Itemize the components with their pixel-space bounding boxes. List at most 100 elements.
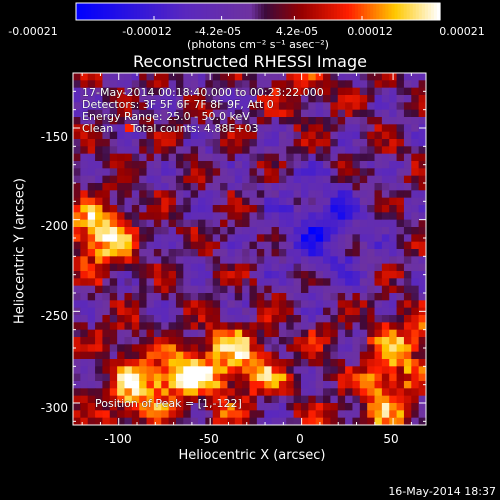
heatmap-cell [278, 146, 287, 155]
heatmap-cell [256, 293, 265, 301]
heatmap-cell [396, 183, 405, 191]
heatmap-cell [381, 95, 390, 103]
heatmap-cell [337, 417, 346, 426]
heatmap-cell [264, 168, 273, 177]
heatmap-cell [131, 417, 140, 426]
heatmap-cell [396, 403, 405, 411]
heatmap-cell [183, 153, 192, 162]
heatmap-cell [124, 161, 133, 169]
heatmap-cell [242, 263, 250, 272]
heatmap-cell [359, 329, 368, 338]
heatmap-cell [168, 153, 177, 162]
colorbar-segment [270, 3, 274, 20]
heatmap-cell [95, 293, 103, 301]
heatmap-cell [139, 73, 148, 81]
heatmap-cell [183, 190, 192, 199]
heatmap-cell [212, 410, 221, 419]
heatmap-cell [146, 73, 155, 81]
heatmap-cell [220, 102, 228, 111]
heatmap-cell [286, 227, 295, 235]
heatmap-cell [109, 329, 118, 338]
colorbar-segment [336, 3, 341, 20]
heatmap-cell [212, 117, 221, 125]
heatmap-cell [264, 329, 273, 338]
heatmap-cell [161, 337, 170, 345]
heatmap-cell [411, 219, 420, 228]
heatmap-cell [359, 161, 368, 169]
colorbar-segment [406, 3, 411, 20]
heatmap-cell [293, 271, 302, 279]
heatmap-cell [242, 146, 250, 155]
heatmap-cell [87, 337, 96, 345]
heatmap-cell [352, 410, 361, 419]
heatmap-cell [242, 351, 250, 360]
heatmap-cell [73, 315, 81, 323]
heatmap-cell [249, 403, 258, 411]
colorbar-segment [421, 3, 426, 20]
colorbar-segment [327, 3, 332, 20]
y-tick-label: -300 [40, 401, 68, 415]
heatmap-cell [190, 263, 199, 272]
heatmap-cell [396, 117, 405, 125]
heatmap-cell [131, 139, 140, 147]
heatmap-cell [256, 403, 265, 411]
heatmap-cell [411, 183, 420, 191]
heatmap-cell [330, 87, 339, 96]
colorbar-segment [136, 3, 141, 20]
heatmap-cell [117, 227, 125, 235]
heatmap-cell [367, 366, 376, 375]
heatmap-cell [286, 80, 295, 89]
heatmap-cell [95, 95, 103, 103]
heatmap-cell [352, 139, 361, 147]
heatmap-cell [374, 410, 383, 419]
heatmap-cell [330, 322, 339, 331]
heatmap-cell [249, 124, 258, 133]
heatmap-cell [198, 307, 206, 316]
heatmap-cell [80, 168, 89, 177]
heatmap-cell [205, 403, 214, 411]
heatmap-cell [389, 227, 398, 235]
heatmap-cell [124, 388, 133, 397]
heatmap-cell [396, 131, 405, 140]
heatmap-cell [286, 293, 295, 301]
heatmap-cell [337, 73, 346, 81]
heatmap-cell [205, 322, 214, 331]
heatmap-cell [139, 161, 148, 169]
heatmap-cell [367, 219, 376, 228]
heatmap-cell [293, 175, 302, 184]
heatmap-cell [227, 241, 236, 250]
heatmap-cell [249, 87, 258, 96]
heatmap-cell [95, 307, 103, 316]
heatmap-cell [293, 410, 302, 419]
heatmap-cell [220, 109, 228, 118]
heatmap-cell [418, 417, 427, 426]
heatmap-cell [139, 212, 148, 221]
heatmap-cell [374, 117, 383, 125]
heatmap-cell [161, 307, 170, 316]
heatmap-cell [175, 315, 184, 323]
heatmap-cell [242, 161, 250, 169]
heatmap-cell [220, 417, 228, 426]
heatmap-cell [381, 168, 390, 177]
heatmap-cell [87, 102, 96, 111]
heatmap-cell [330, 73, 339, 81]
heatmap-cell [131, 102, 140, 111]
heatmap-cell [153, 410, 162, 419]
heatmap-cell [315, 95, 324, 103]
heatmap-cell [403, 285, 412, 294]
heatmap-cell [374, 212, 383, 221]
heatmap-cell [315, 417, 324, 426]
colorbar-segment [258, 3, 262, 20]
heatmap-cell [117, 381, 125, 389]
heatmap-cell [323, 227, 331, 235]
heatmap-cell [330, 109, 339, 118]
heatmap-cell [293, 241, 302, 250]
heatmap-cell [403, 153, 412, 162]
heatmap-cell [153, 278, 162, 287]
heatmap-cell [161, 124, 170, 133]
heatmap-cell [381, 131, 390, 140]
heatmap-cell [117, 359, 125, 367]
heatmap-cell [227, 197, 236, 206]
heatmap-cell [117, 344, 125, 353]
heatmap-cell [315, 263, 324, 272]
